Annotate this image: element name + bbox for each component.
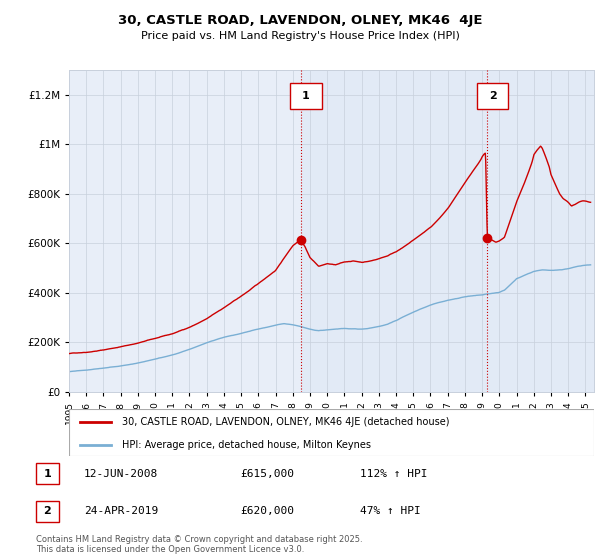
Bar [301,70,487,392]
Text: 2: 2 [488,91,496,101]
Text: 30, CASTLE ROAD, LAVENDON, OLNEY, MK46  4JE: 30, CASTLE ROAD, LAVENDON, OLNEY, MK46 4… [118,14,482,27]
Text: 30, CASTLE ROAD, LAVENDON, OLNEY, MK46 4JE (detached house): 30, CASTLE ROAD, LAVENDON, OLNEY, MK46 4… [121,417,449,427]
Text: 1: 1 [44,469,51,479]
Text: £615,000: £615,000 [240,469,294,479]
Text: HPI: Average price, detached house, Milton Keynes: HPI: Average price, detached house, Milt… [121,440,371,450]
Text: 1: 1 [302,91,310,101]
FancyBboxPatch shape [290,83,322,109]
Text: 2: 2 [44,506,51,516]
Text: 24-APR-2019: 24-APR-2019 [84,506,158,516]
Text: Price paid vs. HM Land Registry's House Price Index (HPI): Price paid vs. HM Land Registry's House … [140,31,460,41]
Text: 47% ↑ HPI: 47% ↑ HPI [360,506,421,516]
Text: 112% ↑ HPI: 112% ↑ HPI [360,469,427,479]
Text: 12-JUN-2008: 12-JUN-2008 [84,469,158,479]
Text: £620,000: £620,000 [240,506,294,516]
Bar [487,70,594,392]
Text: Contains HM Land Registry data © Crown copyright and database right 2025.
This d: Contains HM Land Registry data © Crown c… [36,535,362,554]
FancyBboxPatch shape [477,83,508,109]
